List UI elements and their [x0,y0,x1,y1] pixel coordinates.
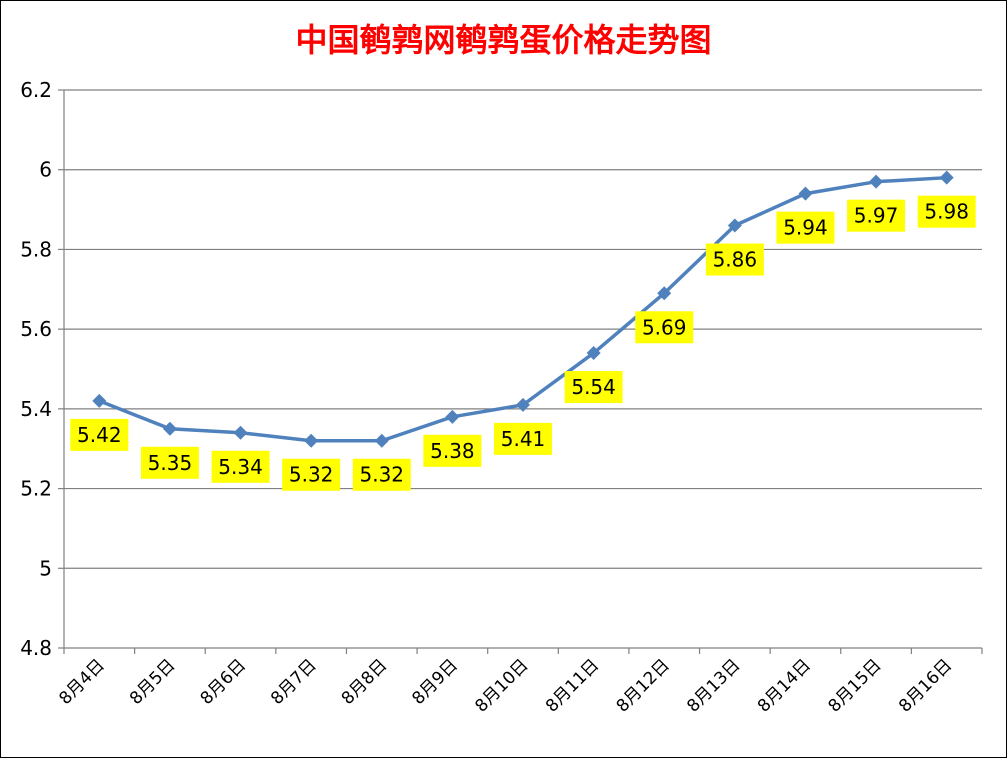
y-tick-label: 5.6 [20,317,52,341]
y-tick-label: 6.2 [20,78,52,102]
data-label-bg [423,434,482,467]
data-label: 5.35 [148,451,193,475]
data-label: 5.32 [360,463,405,487]
x-tick-label: 8月5日 [126,655,179,708]
x-tick-label: 8月14日 [754,655,815,716]
data-label-bg [917,195,976,228]
data-label: 5.42 [77,423,122,447]
y-tick-label: 5.2 [20,477,52,501]
data-point [445,409,460,424]
x-tick-label: 8月12日 [613,655,674,716]
data-label-bg [564,371,623,404]
data-point [374,433,389,448]
x-tick-labels: 8月4日 8月5日 8月6日 8月7日 8月8日 8月9日 8月10日 8月11日 8月12日 8… [55,655,956,716]
data-label: 5.54 [571,375,616,399]
y-tick-label: 6 [39,158,52,182]
y-tick-label: 5.8 [20,237,52,261]
x-tick-label: 8月16日 [895,655,956,716]
axes [58,89,983,654]
data-point [92,393,107,408]
data-label: 5.97 [854,204,899,228]
data-point [869,174,884,189]
data-labels: 5.42 5.35 5.34 5.32 5.32 5.38 5.41 5.54 5.69 5.86… [70,195,976,491]
data-label-bg [352,458,411,491]
x-tick-label: 8月9日 [408,655,461,708]
y-tick-labels: 4.8 5 5.2 5.4 5.6 5.8 6 6.2 [20,78,52,660]
data-label-bg [211,450,270,483]
grid-lines [64,89,982,569]
data-label: 5.94 [783,216,828,240]
data-label: 5.69 [642,315,687,339]
x-tick-label: 8月7日 [267,655,320,708]
data-label: 5.32 [289,463,334,487]
data-point [162,421,177,436]
data-point [798,186,813,201]
data-point [939,170,954,185]
x-tick-label: 8月15日 [824,655,885,716]
x-tick-label: 8月13日 [683,655,744,716]
y-tick-label: 5 [39,556,52,580]
data-point [304,433,319,448]
data-label: 5.41 [501,427,546,451]
series [92,170,954,448]
data-label-bg [705,243,764,276]
y-tick-label: 5.4 [20,397,52,421]
x-tick-label: 8月6日 [197,655,250,708]
data-point [586,346,601,361]
x-tick-label: 8月8日 [338,655,391,708]
data-label: 5.38 [430,439,475,463]
x-tick-label: 8月10日 [471,655,532,716]
data-label-bg [70,418,129,451]
data-label-bg [776,211,835,244]
data-label-bg [635,311,694,344]
data-label-bg [282,458,341,491]
data-label-bg [847,199,906,232]
data-point [657,286,672,301]
data-point [516,397,530,412]
data-label: 5.86 [713,248,758,272]
x-tick-label: 8月4日 [55,655,108,708]
y-tick-label: 4.8 [20,636,52,660]
x-tick-label: 8月11日 [542,655,603,716]
data-point [233,425,248,440]
chart-title: 中国鹌鹑网鹌鹑蛋价格走势图 [295,21,712,59]
data-label: 5.98 [924,200,969,224]
data-label: 5.34 [218,455,263,479]
data-label-bg [140,446,199,479]
data-label-bg [494,422,552,455]
data-point [727,218,742,233]
